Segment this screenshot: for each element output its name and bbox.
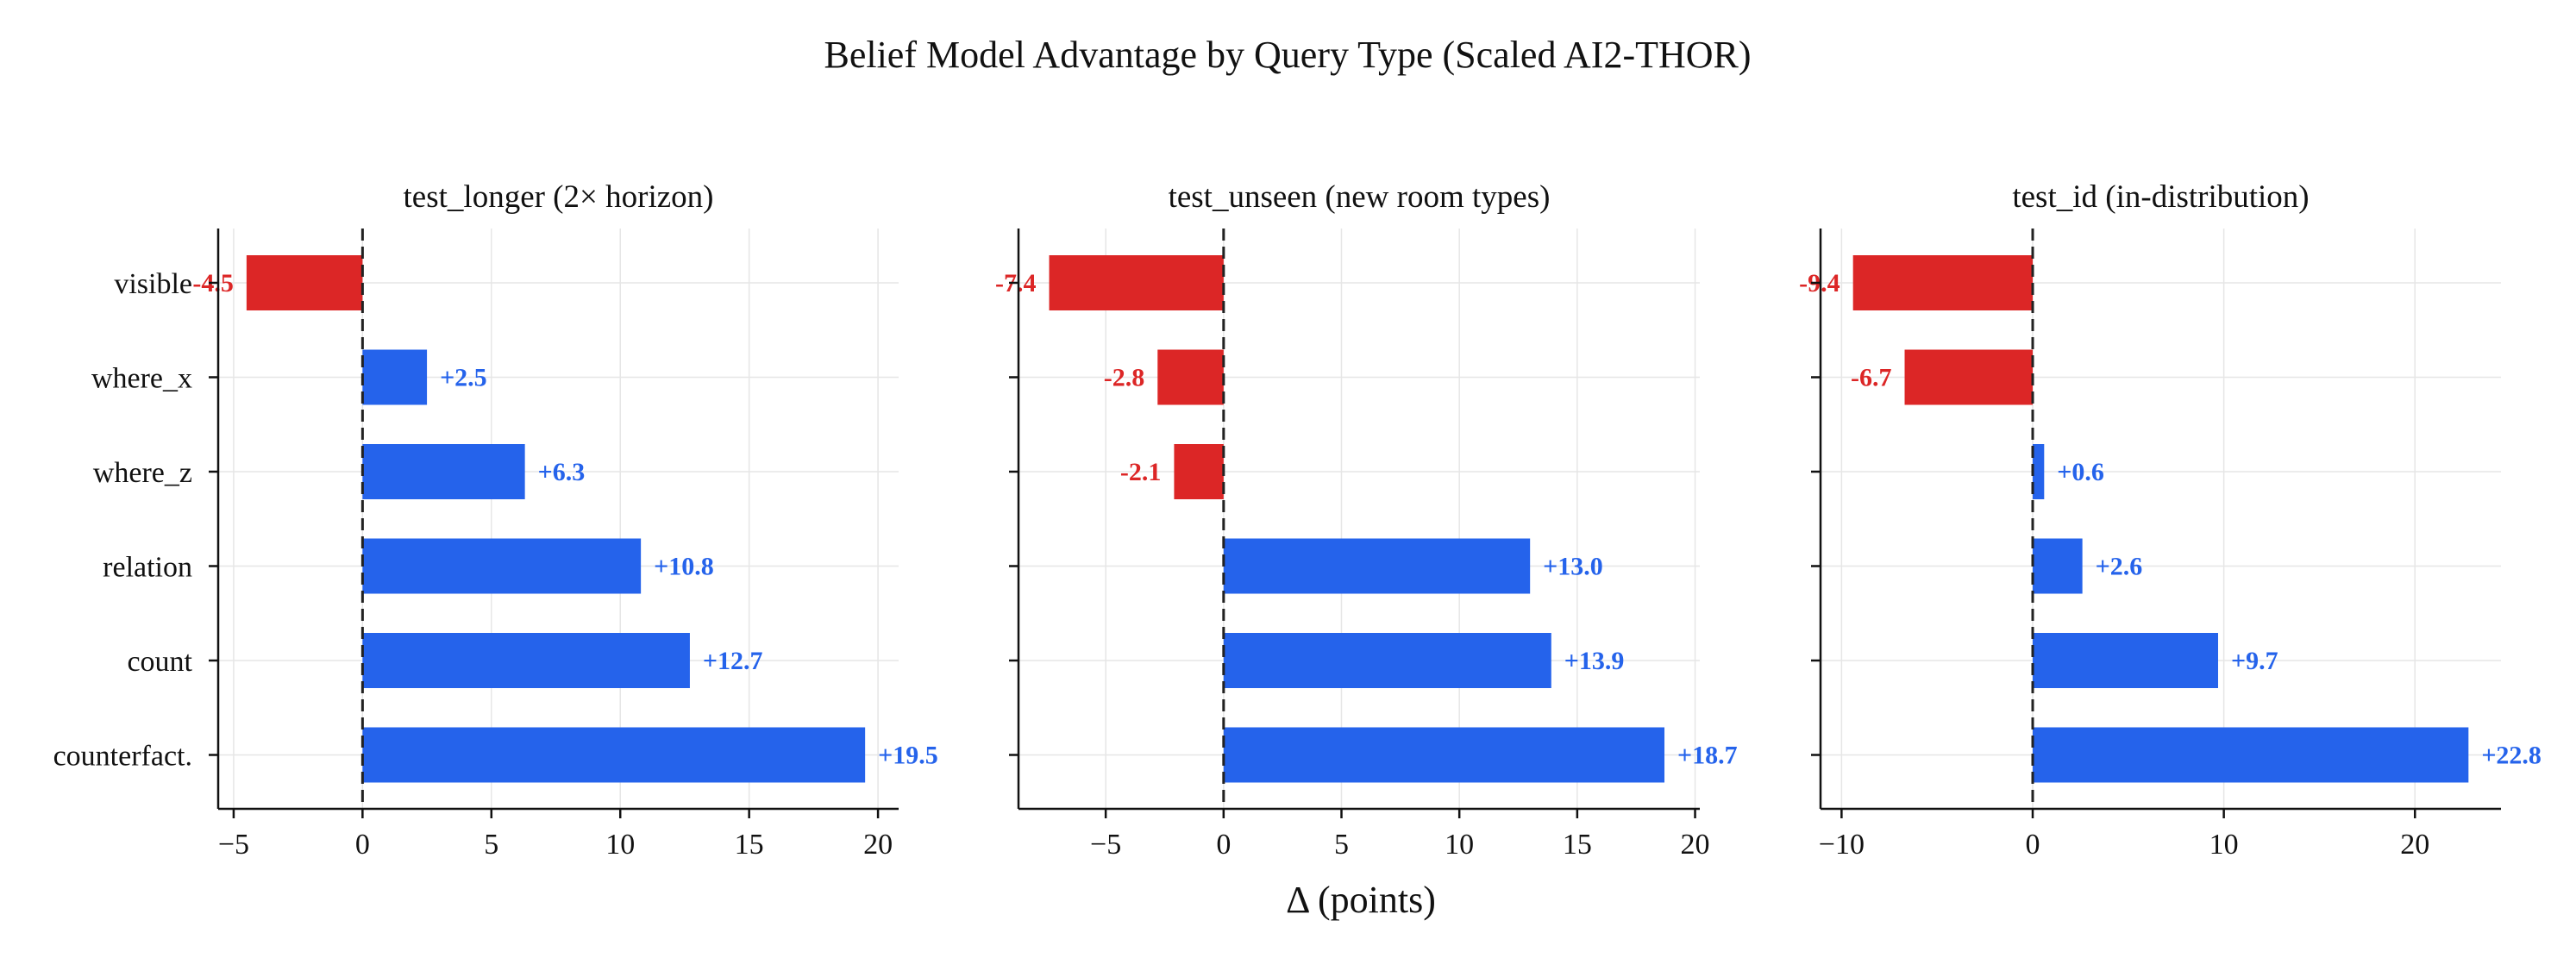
bar-where_z	[362, 444, 525, 499]
bar-relation	[2033, 538, 2083, 594]
bar-visible	[246, 255, 363, 310]
x-tick-label: 0	[355, 829, 370, 861]
value-label: +22.8	[2481, 742, 2542, 770]
bar-counterfact.	[1223, 727, 1664, 783]
bar-where_z	[2033, 444, 2045, 499]
value-label: -2.1	[1120, 458, 1162, 486]
y-tick-label: visible	[114, 268, 192, 300]
y-tick-label: relation	[103, 552, 192, 584]
y-tick-label: where_z	[93, 457, 192, 489]
value-label: +6.3	[538, 458, 586, 486]
figure-title: Belief Model Advantage by Query Type (Sc…	[824, 34, 1751, 76]
value-label: +2.5	[440, 364, 487, 392]
panel-title: test_id (in-distribution)	[2012, 179, 2309, 215]
panels: -4.5+2.5+6.3+10.8+12.7+19.5−5 0 5 10 15 20vis…	[53, 179, 2542, 861]
x-tick-label: 5	[484, 829, 498, 861]
x-tick-label: 0	[2026, 829, 2040, 861]
bar-where_z	[1174, 444, 1224, 499]
x-tick-label: −10	[1819, 829, 1865, 861]
bar-counterfact.	[2033, 727, 2469, 783]
value-label: +0.6	[2057, 458, 2104, 486]
y-tick-label: counterfact.	[53, 741, 192, 773]
x-tick-label: 15	[1563, 829, 1592, 861]
x-tick-label: 10	[605, 829, 635, 861]
bar-counterfact.	[362, 727, 866, 783]
chart-panel-2: -7.4-2.8-2.1+13.0+13.9+18.7−5 0 5 10 15 20tes…	[995, 179, 1738, 861]
panel-title: test_longer (2× horizon)	[404, 179, 714, 215]
chart-panel-3: -9.4-6.7+0.6+2.6+9.7+22.8−10 0 10 20test_id…	[1799, 179, 2542, 861]
panel-title: test_unseen (new room types)	[1169, 179, 1551, 215]
bar-count	[1223, 633, 1551, 688]
bar-count	[2033, 633, 2218, 688]
x-tick-label: 20	[863, 829, 893, 861]
value-label: +9.7	[2231, 647, 2278, 675]
bar-count	[362, 633, 690, 688]
value-label: +10.8	[654, 553, 714, 581]
bar-visible	[1852, 255, 2034, 310]
y-tick-label: count	[127, 646, 192, 678]
value-label: +12.7	[703, 647, 763, 675]
value-label: +13.0	[1543, 553, 1603, 581]
x-axis-label: Δ (points)	[1286, 879, 1436, 921]
bar-relation	[362, 538, 642, 594]
value-label: +13.9	[1564, 647, 1625, 675]
x-tick-label: 10	[1445, 829, 1474, 861]
bar-relation	[1223, 538, 1531, 594]
value-label: -2.8	[1104, 364, 1145, 392]
x-tick-label: −5	[218, 829, 249, 861]
x-tick-label: 10	[2209, 829, 2239, 861]
value-label: +19.5	[878, 742, 938, 770]
bar-where_x	[1904, 349, 2034, 405]
chart-panel-1: -4.5+2.5+6.3+10.8+12.7+19.5−5 0 5 10 15 20vis…	[53, 179, 938, 861]
x-tick-label: 20	[2400, 829, 2429, 861]
y-tick-label: where_x	[91, 363, 192, 395]
x-tick-label: −5	[1090, 829, 1121, 861]
x-tick-label: 20	[1681, 829, 1710, 861]
x-tick-label: 15	[735, 829, 764, 861]
value-label: +18.7	[1677, 742, 1738, 770]
x-tick-label: 0	[1216, 829, 1231, 861]
value-label: -6.7	[1851, 364, 1892, 392]
value-label: +2.6	[2096, 553, 2143, 581]
bar-where_x	[362, 349, 428, 405]
bar-visible	[1049, 255, 1224, 310]
x-tick-label: 5	[1334, 829, 1349, 861]
bar-where_x	[1157, 349, 1224, 405]
